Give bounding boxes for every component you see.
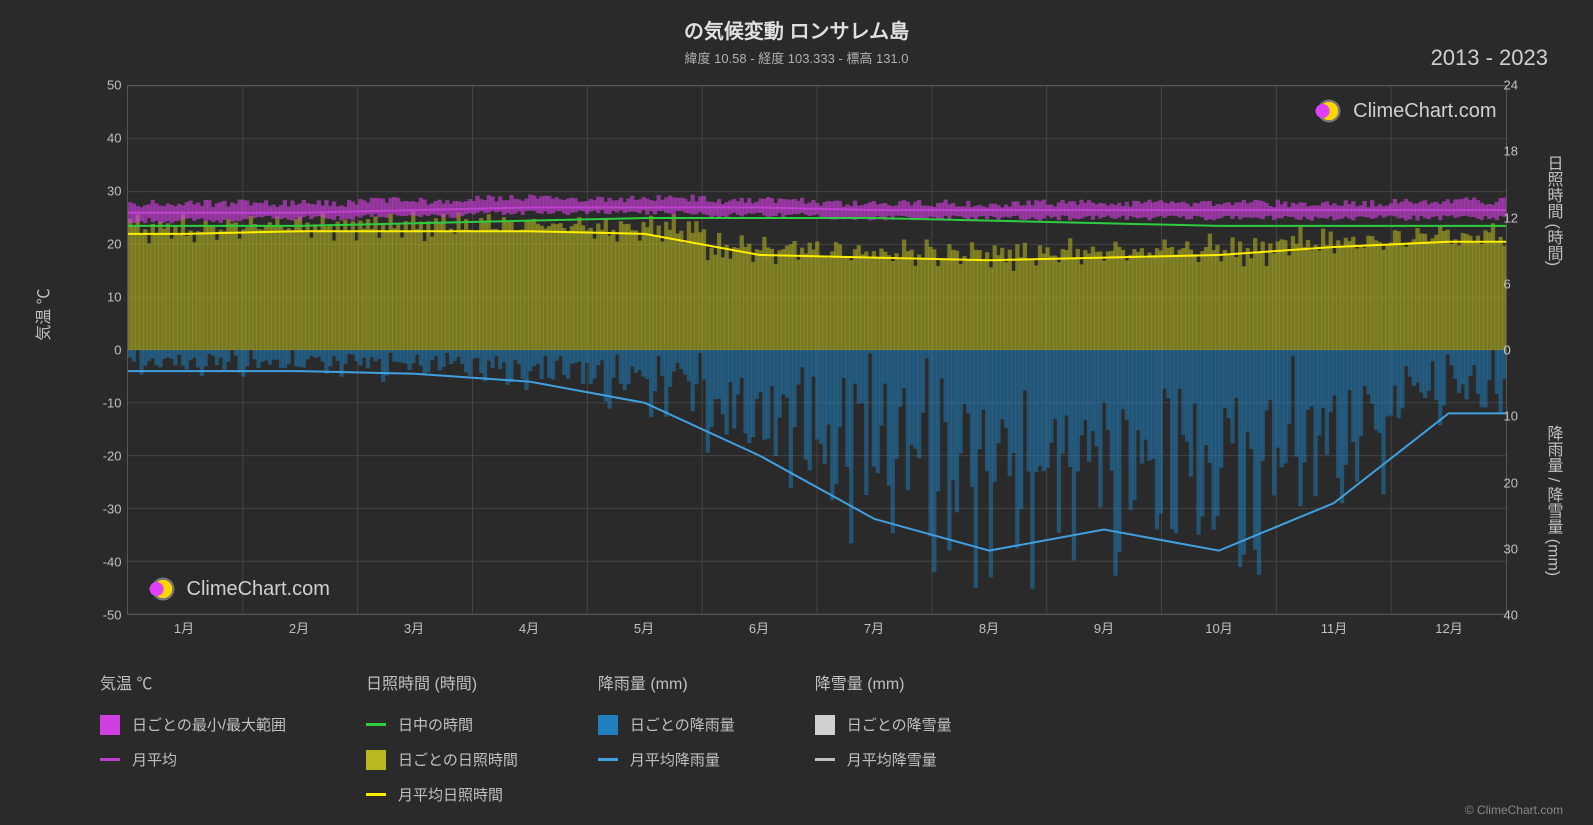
x-tick: 11月 xyxy=(1321,618,1348,637)
y-tick-right-bottom: 20 xyxy=(1504,475,1529,490)
legend-swatch xyxy=(815,715,835,735)
y-tick-left: -20 xyxy=(92,449,122,464)
legend-group: 気温 ℃ 日ごとの最小/最大範囲月平均 xyxy=(100,670,286,805)
legend-label: 月平均 xyxy=(132,749,177,770)
y-tick-right-top: 6 xyxy=(1504,276,1529,291)
x-tick: 8月 xyxy=(979,618,999,637)
legend-group: 降雨量 (mm) 日ごとの降雨量月平均降雨量 xyxy=(598,670,735,805)
y-tick-right-top: 12 xyxy=(1504,210,1529,225)
y-axis-right-top-label: 日照時間 (時間) xyxy=(1541,155,1565,266)
legend-label: 月平均降雪量 xyxy=(847,749,937,770)
year-range: 2013 - 2023 xyxy=(1431,45,1548,71)
legend-swatch xyxy=(100,715,120,735)
x-tick: 6月 xyxy=(749,618,769,637)
x-tick: 2月 xyxy=(289,618,309,637)
x-tick: 1月 xyxy=(174,618,194,637)
legend-group: 降雪量 (mm) 日ごとの降雪量月平均降雪量 xyxy=(815,670,952,805)
legend-swatch xyxy=(366,793,386,796)
x-tick: 4月 xyxy=(519,618,539,637)
legend-item: 日ごとの日照時間 xyxy=(366,749,518,770)
legend-label: 月平均日照時間 xyxy=(398,784,503,805)
plot-area xyxy=(127,85,1507,615)
legend-swatch xyxy=(598,715,618,735)
chart-title: の気候変動 ロンサレム島 xyxy=(30,15,1563,44)
watermark-bottom: ClimeChart.com xyxy=(147,573,330,605)
y-tick-left: 30 xyxy=(92,184,122,199)
legend-item: 日ごとの最小/最大範囲 xyxy=(100,714,286,735)
legend-swatch xyxy=(100,758,120,761)
x-tick: 10月 xyxy=(1205,618,1232,637)
x-tick: 3月 xyxy=(404,618,424,637)
x-tick: 12月 xyxy=(1435,618,1462,637)
y-tick-left: 10 xyxy=(92,290,122,305)
chart-plot-wrapper: 気温 ℃ 日照時間 (時間) 降雨量 / 降雪量 (mm) ClimeChart… xyxy=(57,75,1537,635)
legend-header: 日照時間 (時間) xyxy=(366,670,518,694)
logo-icon xyxy=(147,573,179,605)
watermark-text-top: ClimeChart.com xyxy=(1353,100,1496,123)
y-tick-left: -50 xyxy=(92,608,122,623)
y-tick-left: 50 xyxy=(92,78,122,93)
y-axis-left-label: 気温 ℃ xyxy=(30,288,54,340)
y-tick-left: 0 xyxy=(92,343,122,358)
legend-item: 日ごとの降雪量 xyxy=(815,714,952,735)
legend-label: 日ごとの日照時間 xyxy=(398,749,518,770)
legend-item: 月平均 xyxy=(100,749,286,770)
legend-swatch xyxy=(366,750,386,770)
credit: © ClimeChart.com xyxy=(1465,803,1563,817)
legend-label: 日ごとの降雨量 xyxy=(630,714,735,735)
legend-label: 日ごとの最小/最大範囲 xyxy=(132,714,286,735)
x-tick: 9月 xyxy=(1094,618,1114,637)
y-tick-right-bottom: 10 xyxy=(1504,409,1529,424)
legend-swatch xyxy=(366,723,386,726)
y-tick-left: 20 xyxy=(92,237,122,252)
legend-header: 降雨量 (mm) xyxy=(598,670,735,694)
y-tick-right-top: 24 xyxy=(1504,78,1529,93)
legend-item: 月平均降雨量 xyxy=(598,749,735,770)
y-tick-left: -40 xyxy=(92,555,122,570)
y-axis-right-bottom-label: 降雨量 / 降雪量 (mm) xyxy=(1541,425,1565,576)
legend-swatch xyxy=(598,758,618,761)
y-tick-right-bottom: 0 xyxy=(1504,343,1529,358)
legend-group: 日照時間 (時間) 日中の時間日ごとの日照時間月平均日照時間 xyxy=(366,670,518,805)
legend-label: 日ごとの降雪量 xyxy=(847,714,952,735)
watermark-top: ClimeChart.com xyxy=(1313,95,1496,127)
legend-item: 日中の時間 xyxy=(366,714,518,735)
legend-item: 月平均降雪量 xyxy=(815,749,952,770)
y-tick-left: -10 xyxy=(92,396,122,411)
legend-swatch xyxy=(815,758,835,761)
chart-subtitle: 緯度 10.58 - 経度 103.333 - 標高 131.0 xyxy=(30,48,1563,67)
y-tick-left: -30 xyxy=(92,502,122,517)
legend-item: 日ごとの降雨量 xyxy=(598,714,735,735)
legend-label: 日中の時間 xyxy=(398,714,473,735)
y-tick-right-bottom: 40 xyxy=(1504,608,1529,623)
watermark-text-bottom: ClimeChart.com xyxy=(187,578,330,601)
y-tick-right-top: 18 xyxy=(1504,144,1529,159)
x-tick: 5月 xyxy=(634,618,654,637)
legend-label: 月平均降雨量 xyxy=(630,749,720,770)
x-tick: 7月 xyxy=(864,618,884,637)
legend: 気温 ℃ 日ごとの最小/最大範囲月平均 日照時間 (時間) 日中の時間日ごとの日照時間… xyxy=(30,670,1563,805)
y-tick-right-bottom: 30 xyxy=(1504,541,1529,556)
legend-header: 降雪量 (mm) xyxy=(815,670,952,694)
legend-header: 気温 ℃ xyxy=(100,670,286,694)
chart-svg xyxy=(128,86,1506,614)
y-tick-left: 40 xyxy=(92,131,122,146)
chart-container: の気候変動 ロンサレム島 緯度 10.58 - 経度 103.333 - 標高 … xyxy=(0,0,1593,825)
legend-item: 月平均日照時間 xyxy=(366,784,518,805)
logo-icon xyxy=(1313,95,1345,127)
